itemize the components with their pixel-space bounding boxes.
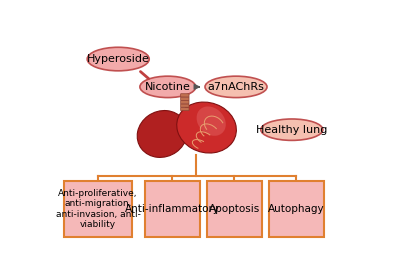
FancyBboxPatch shape bbox=[181, 97, 189, 100]
Text: a7nAChRs: a7nAChRs bbox=[208, 82, 264, 92]
Ellipse shape bbox=[140, 76, 196, 98]
FancyBboxPatch shape bbox=[181, 94, 189, 97]
Text: Healthy lung: Healthy lung bbox=[256, 125, 328, 135]
Text: Apoptosis: Apoptosis bbox=[209, 204, 260, 214]
Ellipse shape bbox=[197, 106, 226, 136]
Ellipse shape bbox=[205, 76, 267, 98]
Ellipse shape bbox=[87, 47, 149, 71]
FancyBboxPatch shape bbox=[268, 181, 324, 237]
FancyBboxPatch shape bbox=[144, 181, 200, 237]
FancyBboxPatch shape bbox=[181, 104, 189, 107]
Text: Anti-inflammatory: Anti-inflammatory bbox=[125, 204, 220, 214]
FancyBboxPatch shape bbox=[181, 107, 189, 111]
Ellipse shape bbox=[261, 119, 323, 140]
FancyBboxPatch shape bbox=[181, 101, 189, 104]
Text: Hyperoside: Hyperoside bbox=[87, 54, 150, 64]
Text: Nicotine: Nicotine bbox=[145, 82, 191, 92]
Ellipse shape bbox=[137, 111, 187, 157]
Ellipse shape bbox=[177, 102, 236, 153]
Text: Autophagy: Autophagy bbox=[268, 204, 325, 214]
FancyBboxPatch shape bbox=[64, 181, 132, 237]
Text: Anti-proliferative,
anti-migration,
anti-invasion, anti-
viability: Anti-proliferative, anti-migration, anti… bbox=[56, 189, 140, 229]
FancyBboxPatch shape bbox=[206, 181, 262, 237]
